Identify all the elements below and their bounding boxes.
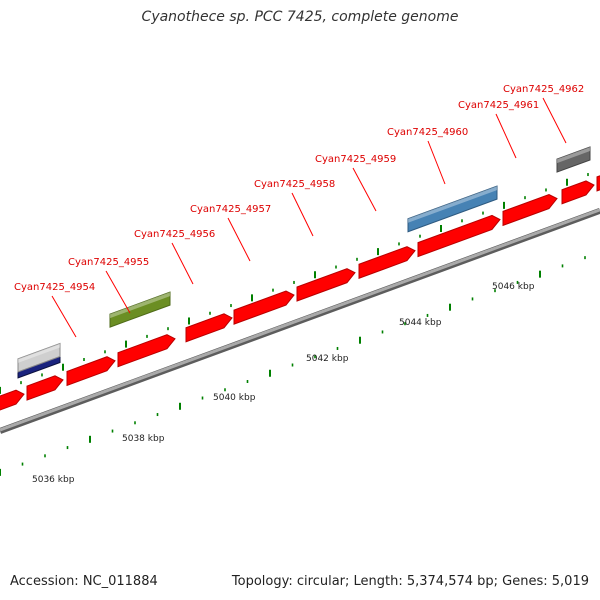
- gene-label-cyan7425-4958[interactable]: Cyan7425_4958: [254, 179, 335, 190]
- scale-label: 5046 kbp: [492, 282, 535, 292]
- feature-box-gray-highlight: [18, 343, 60, 363]
- leader-line: [51, 295, 77, 338]
- leader-line: [542, 97, 567, 144]
- cds-arrow: [0, 389, 25, 411]
- leader-line: [291, 192, 314, 237]
- cds-arrow: [417, 214, 501, 258]
- map-title: Cyanothece sp. PCC 7425, complete genome: [141, 9, 459, 25]
- genome-summary-text: Topology: circular; Length: 5,374,574 bp…: [231, 574, 589, 589]
- gene-label-cyan7425-4962[interactable]: Cyan7425_4962: [503, 84, 584, 95]
- feature-box-blue-highlight: [408, 186, 497, 223]
- leader-line: [352, 167, 377, 212]
- leader-line: [227, 217, 251, 262]
- scale-label: 5038 kbp: [122, 434, 165, 444]
- feature-box-darkgray: [556, 146, 591, 173]
- feature-box-olive-highlight: [110, 292, 170, 319]
- cds-arrow: [185, 313, 233, 343]
- scale-label: 5042 kbp: [306, 354, 349, 364]
- gene-label-cyan7425-4959[interactable]: Cyan7425_4959: [315, 154, 396, 165]
- cds-arrow: [233, 290, 295, 325]
- cds-arrow: [596, 175, 600, 192]
- gene-label-cyan7425-4955[interactable]: Cyan7425_4955: [68, 257, 149, 268]
- leader-line: [171, 242, 194, 285]
- feature-box-olive: [109, 291, 171, 328]
- feature-box-blue: [407, 185, 498, 233]
- feature-box-gray: [17, 342, 61, 373]
- cds-arrow: [117, 334, 176, 368]
- feature-box-darkgray-highlight: [557, 146, 590, 164]
- gene-label-cyan7425-4957[interactable]: Cyan7425_4957: [190, 204, 271, 215]
- accession-text: Accession: NC_011884: [10, 574, 158, 589]
- gene-label-cyan7425-4956[interactable]: Cyan7425_4956: [134, 229, 215, 240]
- tick-marks: [0, 173, 589, 476]
- cds-arrow: [502, 193, 558, 227]
- gene-label-cyan7425-4960[interactable]: Cyan7425_4960: [387, 127, 468, 138]
- scale-labels: 5036 kbp 5038 kbp 5040 kbp 5042 kbp 5044 kbp…: [32, 282, 535, 485]
- cds-arrow: [358, 246, 416, 279]
- backbone-line: [0, 208, 600, 432]
- cds-arrow: [66, 356, 116, 387]
- cds-arrow: [296, 268, 356, 302]
- cds-arrow: [561, 180, 595, 205]
- scale-label: 5044 kbp: [399, 318, 442, 328]
- leader-line: [105, 270, 131, 314]
- cds-arrow: [26, 375, 64, 401]
- gene-labels: Cyan7425_4954 Cyan7425_4955 Cyan7425_4956 C…: [14, 84, 584, 338]
- feature-track: [0, 146, 600, 411]
- leader-line: [427, 140, 446, 185]
- genome-backbone: [0, 207, 600, 434]
- gene-label-cyan7425-4954[interactable]: Cyan7425_4954: [14, 282, 95, 293]
- scale-label: 5036 kbp: [32, 475, 75, 485]
- leader-line: [495, 113, 517, 159]
- gene-label-cyan7425-4961[interactable]: Cyan7425_4961: [458, 100, 539, 111]
- scale-label: 5040 kbp: [213, 393, 256, 403]
